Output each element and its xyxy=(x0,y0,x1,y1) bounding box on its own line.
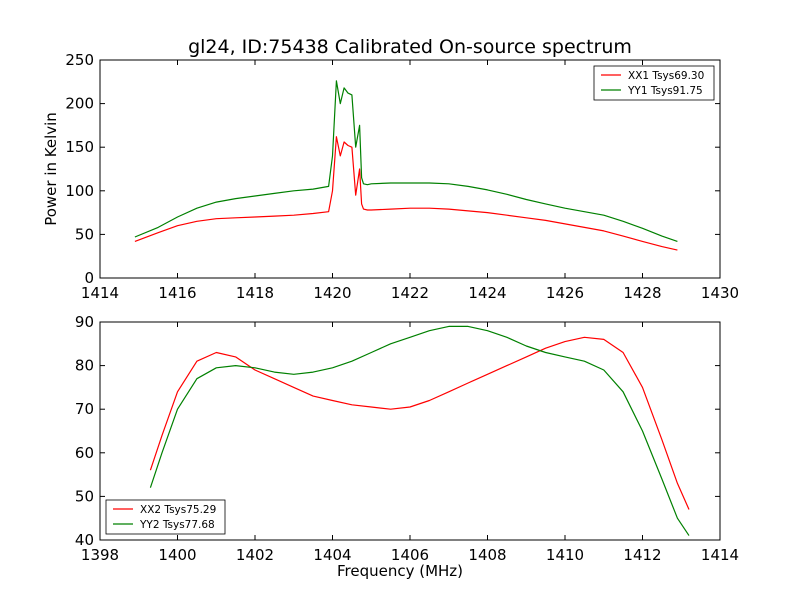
y-tick-label: 50 xyxy=(75,225,94,243)
y-tick-label: 70 xyxy=(75,400,94,418)
x-tick-label: 1424 xyxy=(468,284,506,302)
x-tick-label: 1402 xyxy=(236,546,274,564)
y-tick-label: 50 xyxy=(75,487,94,505)
y-tick-label: 60 xyxy=(75,444,94,462)
y-tick-label: 80 xyxy=(75,357,94,375)
x-tick-label: 1416 xyxy=(158,284,196,302)
y-tick-label: 150 xyxy=(65,138,94,156)
y-tick-label: 90 xyxy=(75,313,94,331)
series-line-2 xyxy=(149,325,690,536)
y-axis-label: Power in Kelvin xyxy=(42,112,60,226)
bottom-plot: 1398 1400 1402 1404 1406 1408 1410 1412 1414 40 50… xyxy=(75,313,739,580)
x-tick-label: 1410 xyxy=(546,546,584,564)
x-tick-label: 1422 xyxy=(391,284,429,302)
x-tick-label: 1430 xyxy=(701,284,739,302)
x-tick-label: 1414 xyxy=(701,546,739,564)
series-line-1 xyxy=(149,336,690,510)
y-tick-label: 250 xyxy=(65,51,94,69)
legend-label-1: XX1 Tsys69.30 xyxy=(628,70,704,82)
x-tick-label: 1428 xyxy=(623,284,661,302)
x-tick-label: 1398 xyxy=(81,546,119,564)
x-axis-label: Frequency (MHz) xyxy=(337,562,463,580)
x-tick-label: 1412 xyxy=(623,546,661,564)
y-tick-label: 200 xyxy=(65,95,94,113)
y-tick-label: 40 xyxy=(75,531,94,549)
legend-label-2: YY1 Tsys91.75 xyxy=(627,85,703,97)
series-line-1 xyxy=(134,136,678,251)
x-tick-label: 1420 xyxy=(313,284,351,302)
x-tick-label: 1404 xyxy=(313,546,351,564)
legend-label-1: XX2 Tsys75.29 xyxy=(140,504,216,516)
series-line-2 xyxy=(134,80,678,242)
y-tick-label: 0 xyxy=(84,269,94,287)
legend-box xyxy=(593,65,715,101)
legend-label-2: YY2 Tsys77.68 xyxy=(139,519,215,531)
legend: XX2 Tsys75.29 YY2 Tsys77.68 xyxy=(105,499,226,535)
legend-box xyxy=(105,499,226,535)
x-tick-label: 1406 xyxy=(391,546,429,564)
figure-title: gl24, ID:75438 Calibrated On-source spec… xyxy=(188,36,632,58)
x-tick-label: 1408 xyxy=(468,546,506,564)
x-tick-label: 1426 xyxy=(546,284,584,302)
top-plot: 1414 1416 1418 1420 1422 1424 1426 1428 1430 0 50 1… xyxy=(42,51,739,302)
x-tick-label: 1400 xyxy=(158,546,196,564)
legend: XX1 Tsys69.30 YY1 Tsys91.75 xyxy=(593,65,715,101)
x-tick-label: 1418 xyxy=(236,284,274,302)
y-tick-label: 100 xyxy=(65,182,94,200)
x-tick-label: 1414 xyxy=(81,284,119,302)
